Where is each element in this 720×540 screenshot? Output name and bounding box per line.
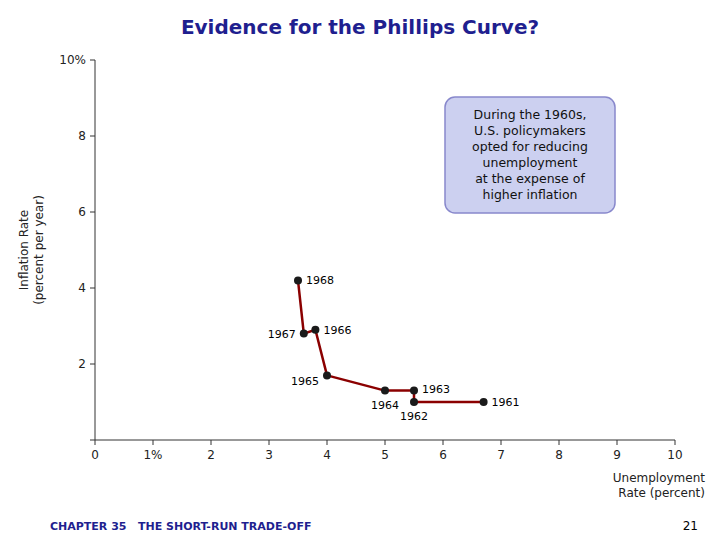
x-tick-label: 7: [497, 448, 505, 462]
x-tick: [327, 440, 328, 445]
y-axis-label: Inflation Rate(percent per year): [17, 195, 46, 305]
background: [0, 0, 720, 540]
y-tick: [90, 60, 95, 61]
point-label: 1968: [306, 274, 334, 287]
x-tick-label: 1%: [143, 448, 162, 462]
x-tick: [211, 440, 212, 445]
y-tick-label: 6: [78, 205, 86, 219]
annotation-box: [445, 97, 615, 213]
x-tick-label: 10: [667, 448, 682, 462]
point: [323, 371, 331, 379]
point: [410, 387, 418, 395]
x-tick: [95, 440, 96, 445]
x-tick: [501, 440, 502, 445]
y-tick: [90, 212, 95, 213]
y-tick-label: 10%: [59, 53, 86, 67]
x-tick: [385, 440, 386, 445]
axes: 0 1% 2 3 4 5 6 7 8 9 10 2 4 6 8 10%: [59, 53, 682, 462]
point: [311, 326, 319, 334]
point-label: 1965: [291, 375, 319, 388]
y-tick: [90, 136, 95, 137]
x-tick-label: 6: [439, 448, 447, 462]
point-label: 1967: [268, 328, 296, 341]
point: [410, 398, 418, 406]
point-label: 1962: [400, 410, 428, 423]
x-axis-label: UnemploymentRate (percent): [613, 471, 706, 500]
point: [300, 330, 308, 338]
x-tick: [269, 440, 270, 445]
chart: Evidence for the Phillips Curve? 0 1% 2 3 4 5 6…: [0, 0, 720, 540]
footnote: CHAPTER 35 THE SHORT-RUN TRADE-OFF: [50, 520, 311, 533]
x-tick-label: 9: [613, 448, 621, 462]
x-tick-label: 2: [207, 448, 215, 462]
y-tick-label: 2: [78, 357, 86, 371]
x-tick-label: 0: [91, 448, 99, 462]
point: [480, 398, 488, 406]
point-label: 1961: [492, 396, 520, 409]
x-tick-label: 5: [381, 448, 389, 462]
point-label: 1963: [422, 383, 450, 396]
point: [294, 276, 302, 284]
plot-area: [294, 276, 488, 406]
y-tick: [90, 440, 95, 441]
y-axis-line: [95, 60, 96, 440]
x-tick-label: 4: [323, 448, 331, 462]
x-tick: [153, 440, 154, 445]
title: Evidence for the Phillips Curve?: [181, 15, 539, 39]
y-tick-label: 4: [78, 281, 86, 295]
x-tick: [675, 440, 676, 445]
x-tick-label: 8: [555, 448, 563, 462]
point-label: 1964: [371, 399, 399, 412]
y-tick: [90, 364, 95, 365]
footnote: 21: [683, 519, 698, 533]
x-tick: [443, 440, 444, 445]
y-tick: [90, 288, 95, 289]
annotation: During the 1960s,U.S. policymakersopted …: [472, 107, 588, 202]
y-tick-label: 8: [78, 129, 86, 143]
point-label: 1966: [323, 324, 351, 337]
point: [381, 387, 389, 395]
x-tick: [617, 440, 618, 445]
connecting-line: [298, 280, 484, 402]
x-tick: [559, 440, 560, 445]
x-tick-label: 3: [265, 448, 273, 462]
